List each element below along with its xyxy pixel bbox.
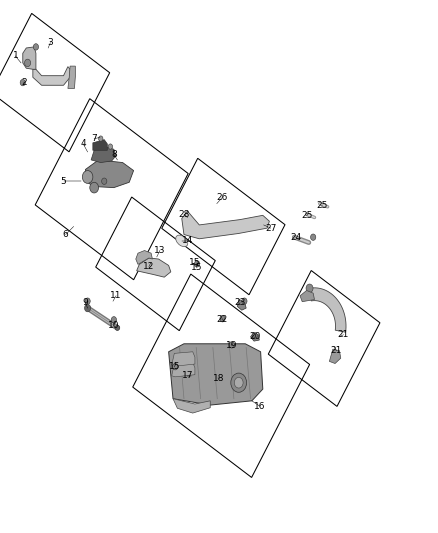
Polygon shape xyxy=(173,399,210,413)
Circle shape xyxy=(20,79,25,86)
Circle shape xyxy=(173,364,178,370)
Text: 25: 25 xyxy=(301,212,312,220)
Polygon shape xyxy=(172,362,195,377)
Text: 6: 6 xyxy=(63,230,69,239)
Text: 19: 19 xyxy=(226,341,237,350)
Circle shape xyxy=(311,234,316,240)
Circle shape xyxy=(242,298,247,304)
Text: 15: 15 xyxy=(189,258,201,266)
Text: 9: 9 xyxy=(82,298,88,307)
Text: 7: 7 xyxy=(91,134,97,143)
Circle shape xyxy=(220,316,225,322)
Text: 23: 23 xyxy=(234,298,246,307)
Circle shape xyxy=(85,298,90,304)
Circle shape xyxy=(25,59,31,67)
Polygon shape xyxy=(310,288,346,332)
Circle shape xyxy=(111,317,117,323)
Polygon shape xyxy=(172,352,195,366)
Text: 21: 21 xyxy=(338,330,349,339)
Text: 15: 15 xyxy=(191,263,202,272)
Polygon shape xyxy=(85,160,134,188)
Text: 13: 13 xyxy=(154,246,166,255)
Circle shape xyxy=(82,171,93,183)
Polygon shape xyxy=(68,66,75,88)
Circle shape xyxy=(194,261,200,267)
Text: 27: 27 xyxy=(265,224,276,232)
Polygon shape xyxy=(169,344,263,405)
Text: 3: 3 xyxy=(47,38,53,47)
Text: 26: 26 xyxy=(217,193,228,201)
Circle shape xyxy=(229,342,234,348)
Text: 22: 22 xyxy=(216,316,228,324)
Polygon shape xyxy=(91,147,116,163)
Polygon shape xyxy=(33,67,70,85)
Text: 4: 4 xyxy=(81,140,86,148)
Text: 15: 15 xyxy=(169,362,180,371)
Polygon shape xyxy=(182,211,269,239)
Circle shape xyxy=(306,284,313,293)
Circle shape xyxy=(102,178,107,184)
Circle shape xyxy=(234,377,243,388)
Circle shape xyxy=(85,304,91,312)
Polygon shape xyxy=(237,300,246,310)
Polygon shape xyxy=(136,251,152,264)
Text: 10: 10 xyxy=(108,321,120,329)
Polygon shape xyxy=(23,47,36,69)
Text: 25: 25 xyxy=(316,201,328,209)
Polygon shape xyxy=(300,290,314,302)
Circle shape xyxy=(231,373,247,392)
Text: 24: 24 xyxy=(290,233,301,241)
Polygon shape xyxy=(137,258,171,277)
Text: 12: 12 xyxy=(143,262,155,271)
Text: 1: 1 xyxy=(12,52,18,60)
Text: 14: 14 xyxy=(182,237,193,245)
Text: 11: 11 xyxy=(110,292,122,300)
Text: 20: 20 xyxy=(249,333,261,341)
Text: 5: 5 xyxy=(60,177,67,185)
Text: 18: 18 xyxy=(213,374,225,383)
Polygon shape xyxy=(251,333,259,341)
Text: 17: 17 xyxy=(182,372,193,380)
Polygon shape xyxy=(93,140,107,150)
Circle shape xyxy=(90,182,99,193)
Ellipse shape xyxy=(176,235,188,247)
Text: 2: 2 xyxy=(21,78,27,87)
Circle shape xyxy=(108,144,113,149)
Text: 21: 21 xyxy=(331,346,342,355)
Text: 16: 16 xyxy=(254,402,265,410)
Circle shape xyxy=(99,136,103,141)
Text: 8: 8 xyxy=(111,150,117,159)
Circle shape xyxy=(115,325,120,330)
Text: 28: 28 xyxy=(178,210,190,219)
Polygon shape xyxy=(329,349,341,364)
Circle shape xyxy=(33,44,39,50)
Circle shape xyxy=(252,333,258,339)
